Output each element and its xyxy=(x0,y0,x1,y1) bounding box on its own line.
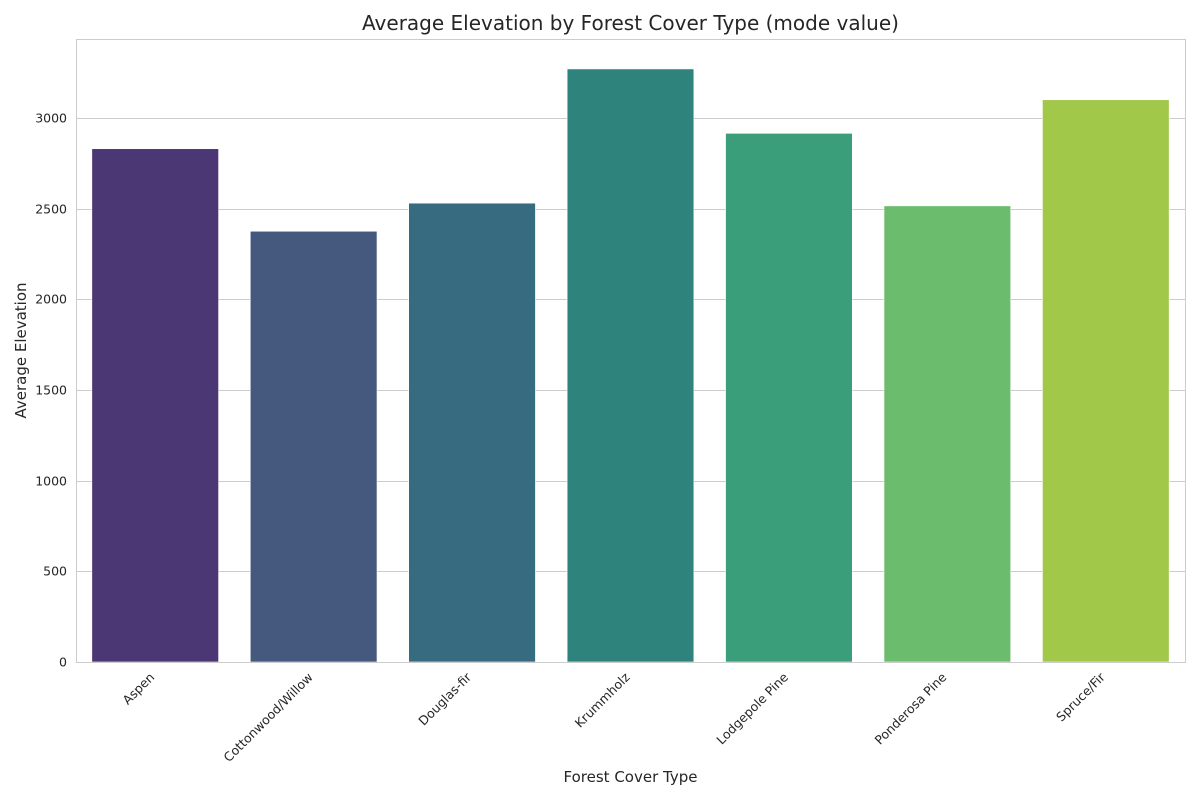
bar xyxy=(883,205,1012,663)
x-tick-label: Krummholz xyxy=(572,669,633,730)
x-tick-label: Aspen xyxy=(119,670,157,708)
plot-frame xyxy=(76,39,1186,663)
y-tick-label: 3000 xyxy=(35,111,67,126)
bar xyxy=(725,133,853,663)
y-tick-label: 2000 xyxy=(35,292,67,307)
y-tick-label: 2500 xyxy=(35,202,67,217)
y-tick-label: 500 xyxy=(43,564,67,579)
y-tick-label: 1500 xyxy=(35,383,67,398)
bar xyxy=(91,148,219,663)
bar xyxy=(408,202,536,663)
x-tick-label: Lodgepole Pine xyxy=(713,669,791,747)
y-tick-labels: 0 500 1000 1500 2000 2500 3000 xyxy=(35,111,67,670)
x-tick-label: Ponderosa Pine xyxy=(871,669,949,747)
bar xyxy=(1042,99,1170,663)
bar xyxy=(566,68,695,663)
x-tick-label: Douglas-fir xyxy=(415,669,475,729)
bar xyxy=(249,230,378,663)
y-axis-label: Average Elevation xyxy=(12,282,30,418)
x-tick-label: Spruce/Fir xyxy=(1053,669,1108,724)
x-tick-labels: Aspen Cottonwood/Willow Douglas-fir Krummho… xyxy=(119,669,1108,765)
bars xyxy=(91,68,1170,663)
x-axis-label: Forest Cover Type xyxy=(564,768,698,786)
chart-title: Average Elevation by Forest Cover Type (… xyxy=(362,11,899,35)
y-tick-label: 0 xyxy=(59,655,67,670)
y-tick-label: 1000 xyxy=(35,474,67,489)
x-tick-label: Cottonwood/Willow xyxy=(220,670,315,765)
